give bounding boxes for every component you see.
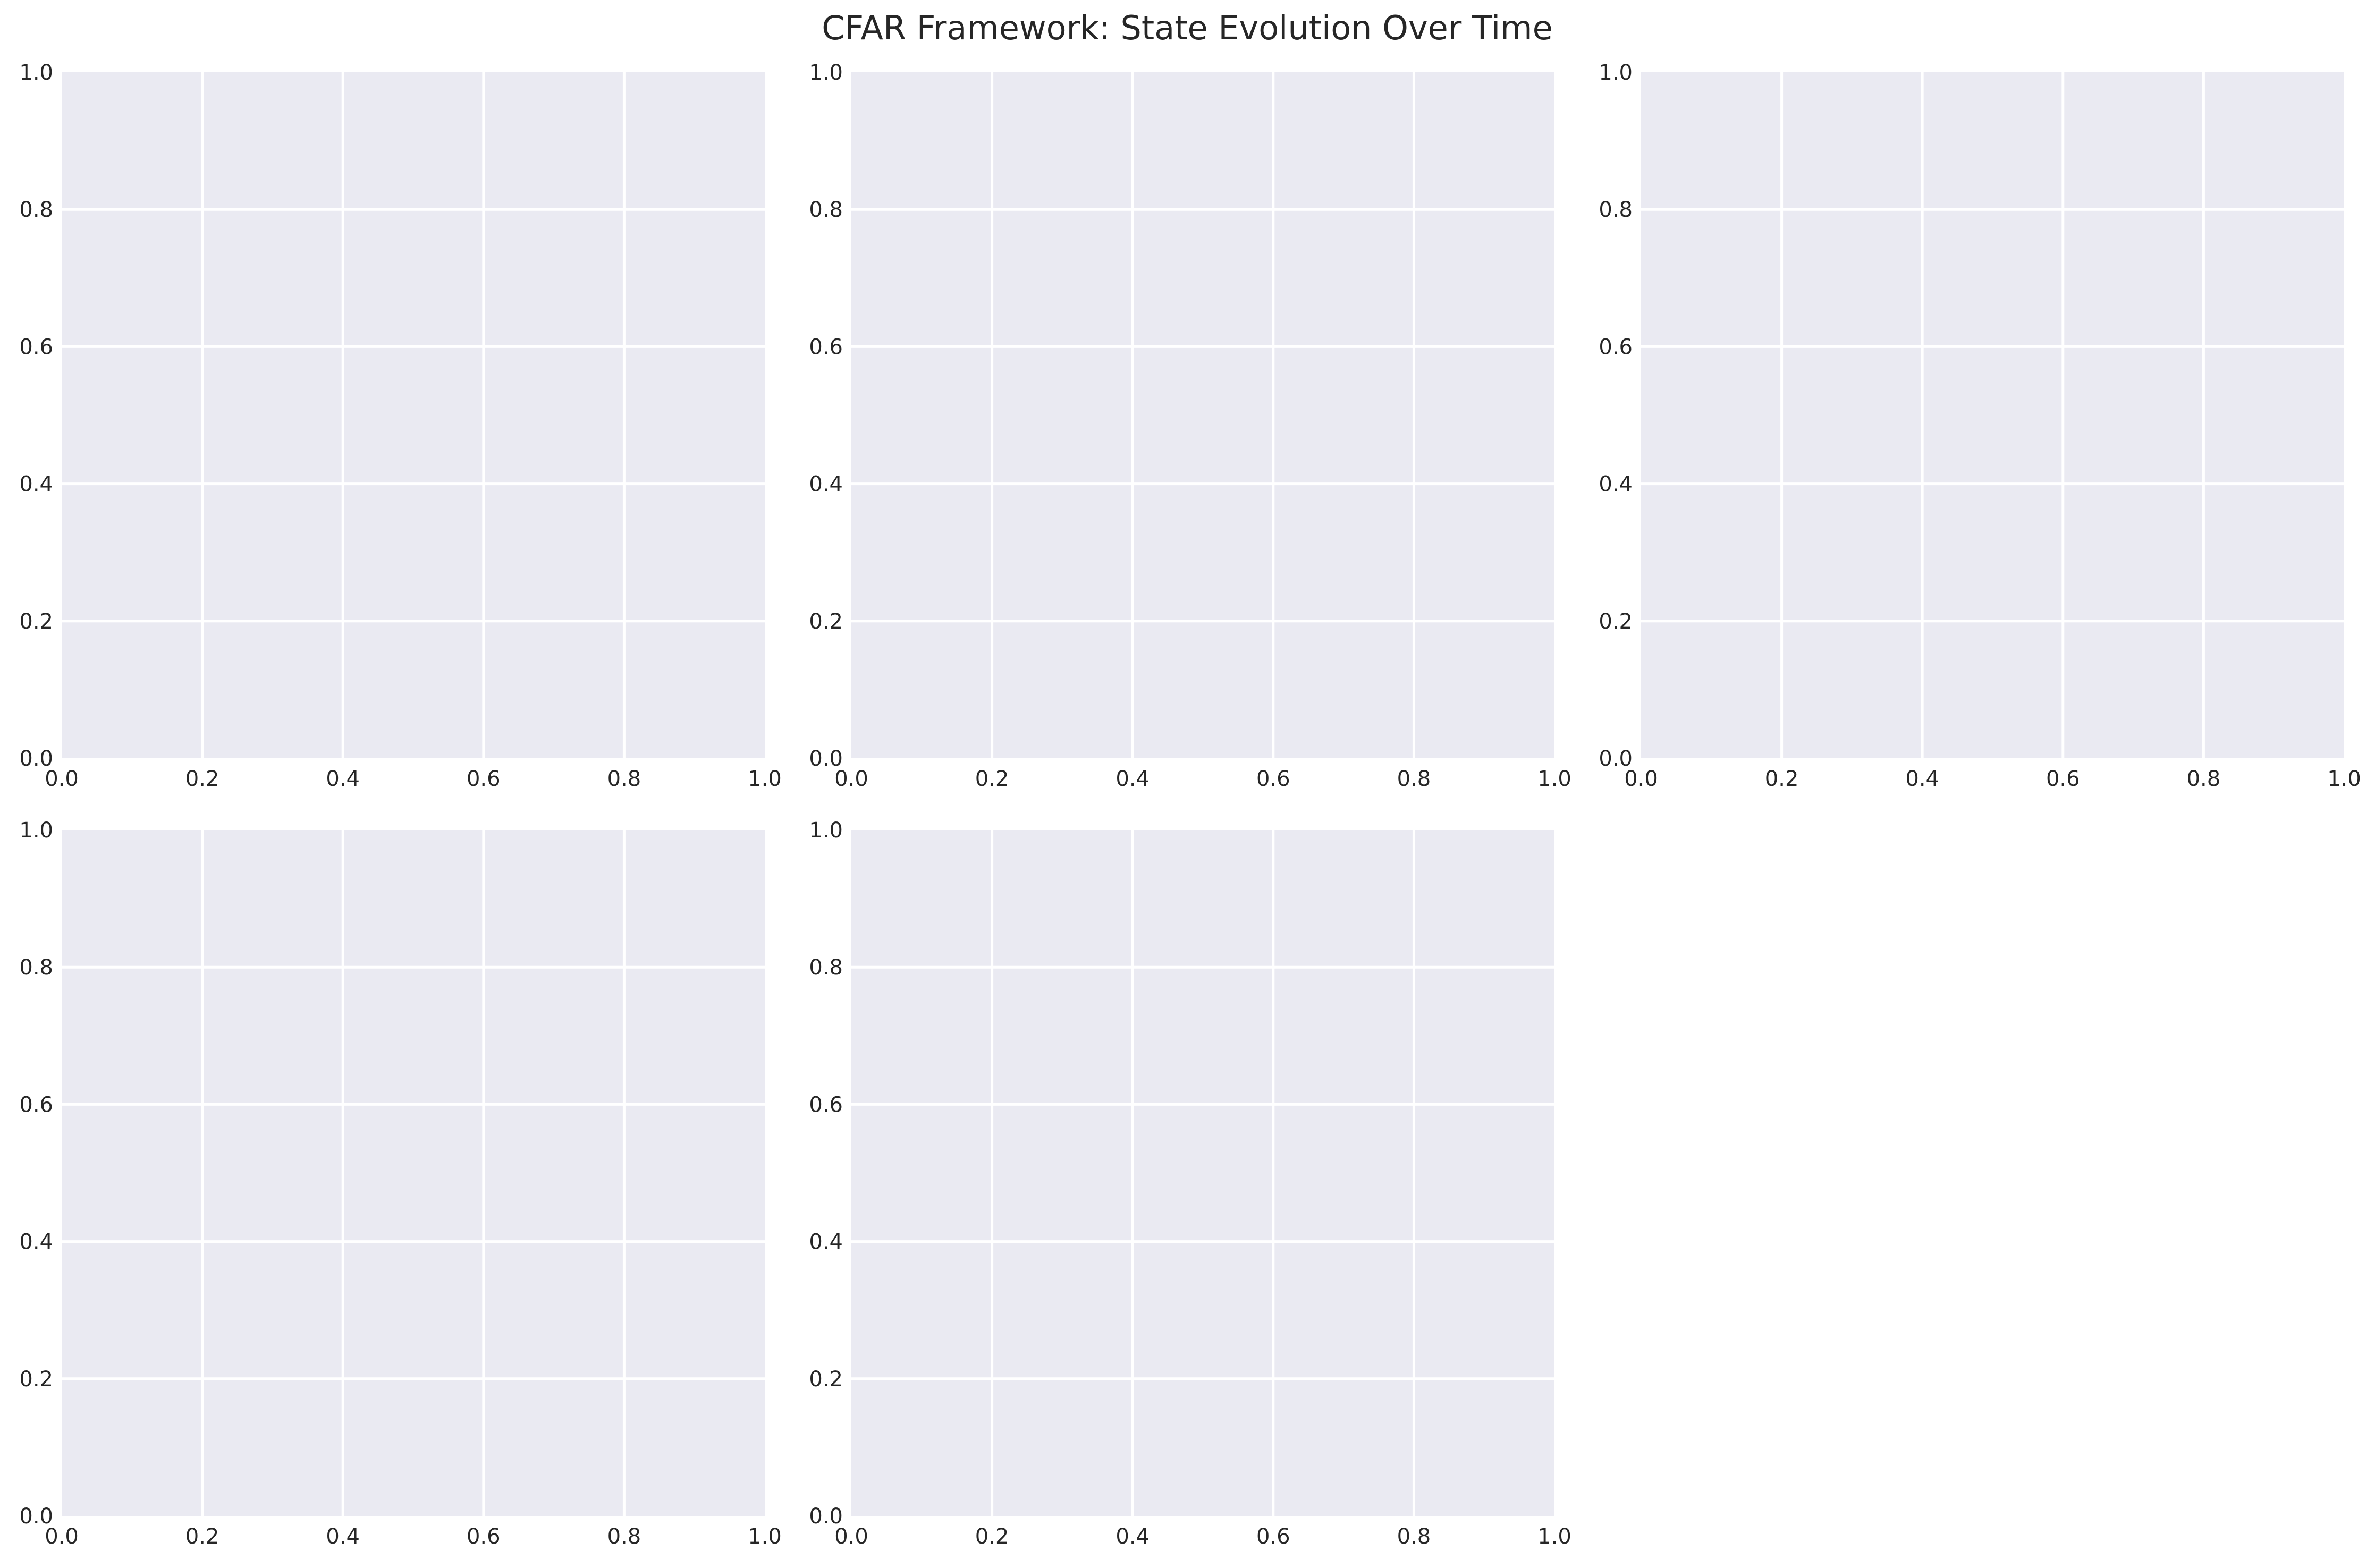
- x-tick-label: 0.8: [1397, 767, 1431, 791]
- subplot-2: 0.0 0.2 0.4 0.6 0.8 1.0 0.0 0.2 0.4 0.6 0.8 1.0: [809, 61, 1571, 791]
- x-tick-label: 0.2: [185, 1524, 219, 1549]
- y-tick-label: 1.0: [1599, 61, 1633, 85]
- y-tick-label: 0.6: [19, 1092, 53, 1117]
- x-tick-label: 0.4: [1115, 1524, 1150, 1549]
- y-tick-label: 0.0: [1599, 747, 1633, 771]
- y-tick-label: 0.0: [19, 747, 53, 771]
- x-tick-label: 0.2: [185, 767, 219, 791]
- y-tick-label: 0.0: [19, 1504, 53, 1529]
- x-tick-label: 0.8: [607, 767, 641, 791]
- y-tick-label: 0.8: [19, 955, 53, 980]
- x-tick-label: 0.8: [607, 1524, 641, 1549]
- plot-area: [62, 830, 765, 1516]
- x-tick-label: 0.6: [467, 767, 501, 791]
- x-tick-label: 1.0: [748, 767, 782, 791]
- x-tick-label: 0.6: [2046, 767, 2080, 791]
- x-tick-label: 1.0: [1537, 767, 1571, 791]
- y-tick-label: 0.6: [19, 335, 53, 359]
- x-tick-label: 0.0: [834, 1524, 868, 1549]
- subplot-grid: 0.0 0.2 0.4 0.6 0.8 1.00.00.20.40.60.81.00.0 0…: [19, 61, 2361, 1549]
- x-tick-label: 1.0: [2327, 767, 2361, 791]
- x-tick-label: 0.2: [975, 1524, 1009, 1549]
- subplot-1: 0.0 0.2 0.4 0.6 0.8 1.0 0.0 0.2 0.4 0.6 0.8 1.0: [19, 61, 781, 791]
- x-tick-label: 0.4: [326, 1524, 360, 1549]
- y-tick-label: 0.4: [19, 472, 53, 497]
- y-tick-label: 0.6: [1599, 335, 1633, 359]
- x-tick-label: 0.2: [1765, 767, 1799, 791]
- figure-title: CFAR Framework: State Evolution Over Tim…: [822, 9, 1552, 47]
- x-tick-label: 0.2: [975, 767, 1009, 791]
- y-tick-label: 1.0: [19, 818, 53, 843]
- x-tick-label: 0.6: [467, 1524, 501, 1549]
- x-tick-label: 1.0: [1537, 1524, 1571, 1549]
- subplot-4: 0.0 0.2 0.4 0.6 0.8 1.0 0.0 0.2 0.4 0.6 0.8 1.0: [19, 818, 781, 1549]
- y-tick-label: 0.2: [809, 609, 843, 634]
- plot-area: [851, 830, 1554, 1516]
- y-tick-label: 0.8: [809, 198, 843, 222]
- plot-area: [62, 72, 765, 758]
- x-tick-label: 0.0: [834, 767, 868, 791]
- y-tick-label: 0.2: [19, 609, 53, 634]
- subplot-5: 0.0 0.2 0.4 0.6 0.8 1.0 0.0 0.2 0.4 0.6 0.8 1.0: [809, 818, 1571, 1549]
- x-tick-label: 0.4: [1905, 767, 1939, 791]
- x-tick-label: 0.0: [1624, 767, 1658, 791]
- plot-area: [1641, 72, 2344, 758]
- y-tick-label: 0.8: [809, 955, 843, 980]
- x-tick-label: 0.4: [326, 767, 360, 791]
- y-tick-label: 0.6: [809, 335, 843, 359]
- y-tick-label: 1.0: [809, 61, 843, 85]
- y-tick-label: 1.0: [809, 818, 843, 843]
- x-tick-label: 1.0: [748, 1524, 782, 1549]
- y-tick-label: 1.0: [19, 61, 53, 85]
- x-tick-label: 0.8: [1397, 1524, 1431, 1549]
- y-tick-label: 0.8: [19, 198, 53, 222]
- y-tick-label: 0.2: [1599, 609, 1633, 634]
- y-tick-label: 0.0: [809, 1504, 843, 1529]
- x-tick-label: 0.0: [45, 1524, 79, 1549]
- x-tick-label: 0.8: [2187, 767, 2221, 791]
- y-tick-label: 0.0: [809, 747, 843, 771]
- x-tick-label: 0.0: [45, 767, 79, 791]
- y-tick-label: 0.4: [19, 1230, 53, 1255]
- y-tick-label: 0.4: [809, 1230, 843, 1255]
- y-tick-label: 0.4: [1599, 472, 1633, 497]
- x-tick-label: 0.4: [1115, 767, 1150, 791]
- y-tick-label: 0.4: [809, 472, 843, 497]
- subplot-3: 0.0 0.2 0.4 0.6 0.8 1.0 0.0 0.2 0.4 0.6 0.8 1.0: [1599, 61, 2361, 791]
- plot-area: [851, 72, 1554, 758]
- y-tick-label: 0.8: [1599, 198, 1633, 222]
- y-tick-label: 0.6: [809, 1092, 843, 1117]
- x-tick-label: 0.6: [1256, 767, 1290, 791]
- y-tick-label: 0.2: [19, 1367, 53, 1392]
- x-tick-label: 0.6: [1256, 1524, 1290, 1549]
- y-tick-label: 0.2: [809, 1367, 843, 1392]
